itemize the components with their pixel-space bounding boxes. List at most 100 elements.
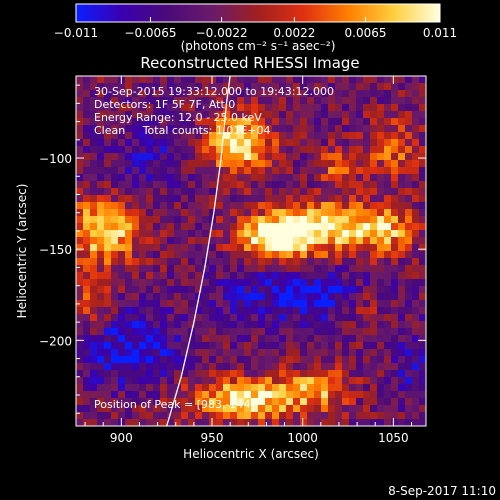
heatmap-cell [258,258,266,266]
heatmap-cell [251,118,259,126]
heatmap-cell [363,377,371,385]
heatmap-cell [146,244,154,252]
heatmap-cell [223,377,231,385]
heatmap-cell [272,314,280,322]
heatmap-cell [174,132,182,140]
heatmap-cell [328,76,336,84]
heatmap-cell [300,90,308,98]
heatmap-cell [237,363,245,371]
heatmap-cell [314,153,322,161]
heatmap-cell [342,384,350,392]
heatmap-cell [83,342,91,350]
heatmap-cell [125,202,133,210]
heatmap-cell [160,307,168,315]
heatmap-cell [244,419,252,426]
heatmap-cell [412,419,420,426]
heatmap-cell [293,419,301,426]
heatmap-cell [244,216,252,224]
heatmap-cell [349,363,357,371]
heatmap-cell [293,90,301,98]
annotation-clean-counts: Clean Total counts: 1.01E+04 [94,124,271,137]
heatmap-cell [363,314,371,322]
heatmap-cell [272,83,280,91]
heatmap-cell [286,104,294,112]
heatmap-cell [384,111,392,119]
heatmap-cell [202,342,210,350]
heatmap-cell [153,202,161,210]
heatmap-cell [349,216,357,224]
heatmap-cell [125,111,133,119]
heatmap-cell [132,181,140,189]
heatmap-cell [83,188,91,196]
heatmap-cell [293,412,301,420]
heatmap-cell [83,181,91,189]
heatmap-cell [398,244,406,252]
heatmap-cell [76,286,84,294]
heatmap-cell [188,167,196,175]
heatmap-cell [209,286,217,294]
heatmap-cell [384,167,392,175]
heatmap-cell [286,209,294,217]
heatmap-cell [279,132,287,140]
heatmap-cell [244,251,252,259]
heatmap-cell [398,118,406,126]
heatmap-cell [314,83,322,91]
heatmap-cell [104,209,112,217]
heatmap-cell [321,265,329,273]
heatmap-cell [405,244,413,252]
heatmap-cell [181,321,189,329]
heatmap-cell [209,405,217,413]
heatmap-cell [76,398,84,406]
heatmap-cell [146,391,154,399]
heatmap-cell [377,90,385,98]
heatmap-cell [321,321,329,329]
heatmap-cell [398,160,406,168]
heatmap-cell [405,328,413,336]
heatmap-cell [328,279,336,287]
heatmap-cell [258,174,266,182]
heatmap-cell [321,97,329,105]
heatmap-cell [342,90,350,98]
heatmap-cell [286,349,294,357]
heatmap-cell [412,209,420,217]
heatmap-cell [272,90,280,98]
heatmap-cell [272,139,280,147]
heatmap-cell [237,391,245,399]
heatmap-cell [370,328,378,336]
heatmap-cell [384,160,392,168]
heatmap-cell [307,188,315,196]
heatmap-cell [146,363,154,371]
heatmap-cell [97,398,105,406]
heatmap-cell [237,174,245,182]
heatmap-cell [76,244,84,252]
heatmap-cell [244,377,252,385]
heatmap-cell [419,104,426,112]
heatmap-cell [307,83,315,91]
heatmap-cell [237,265,245,273]
heatmap-cell [244,314,252,322]
heatmap-cell [104,363,112,371]
heatmap-cell [153,104,161,112]
heatmap-cell [125,209,133,217]
heatmap-cell [160,237,168,245]
heatmap-cell [258,356,266,364]
heatmap-cell [293,209,301,217]
heatmap-cell [405,419,413,426]
heatmap-cell [216,216,224,224]
heatmap-cell [237,279,245,287]
heatmap-cell [286,328,294,336]
heatmap-cell [258,321,266,329]
heatmap-cell [97,237,105,245]
heatmap-cell [300,398,308,406]
heatmap-cell [153,111,161,119]
heatmap-cell [237,76,245,84]
heatmap-cell [223,244,231,252]
heatmap-cell [118,349,126,357]
heatmap-cell [195,384,203,392]
heatmap-cell [272,405,280,413]
heatmap-cell [90,307,98,315]
heatmap-cell [244,125,252,133]
heatmap-cell [314,237,322,245]
heatmap-cell [321,279,329,287]
